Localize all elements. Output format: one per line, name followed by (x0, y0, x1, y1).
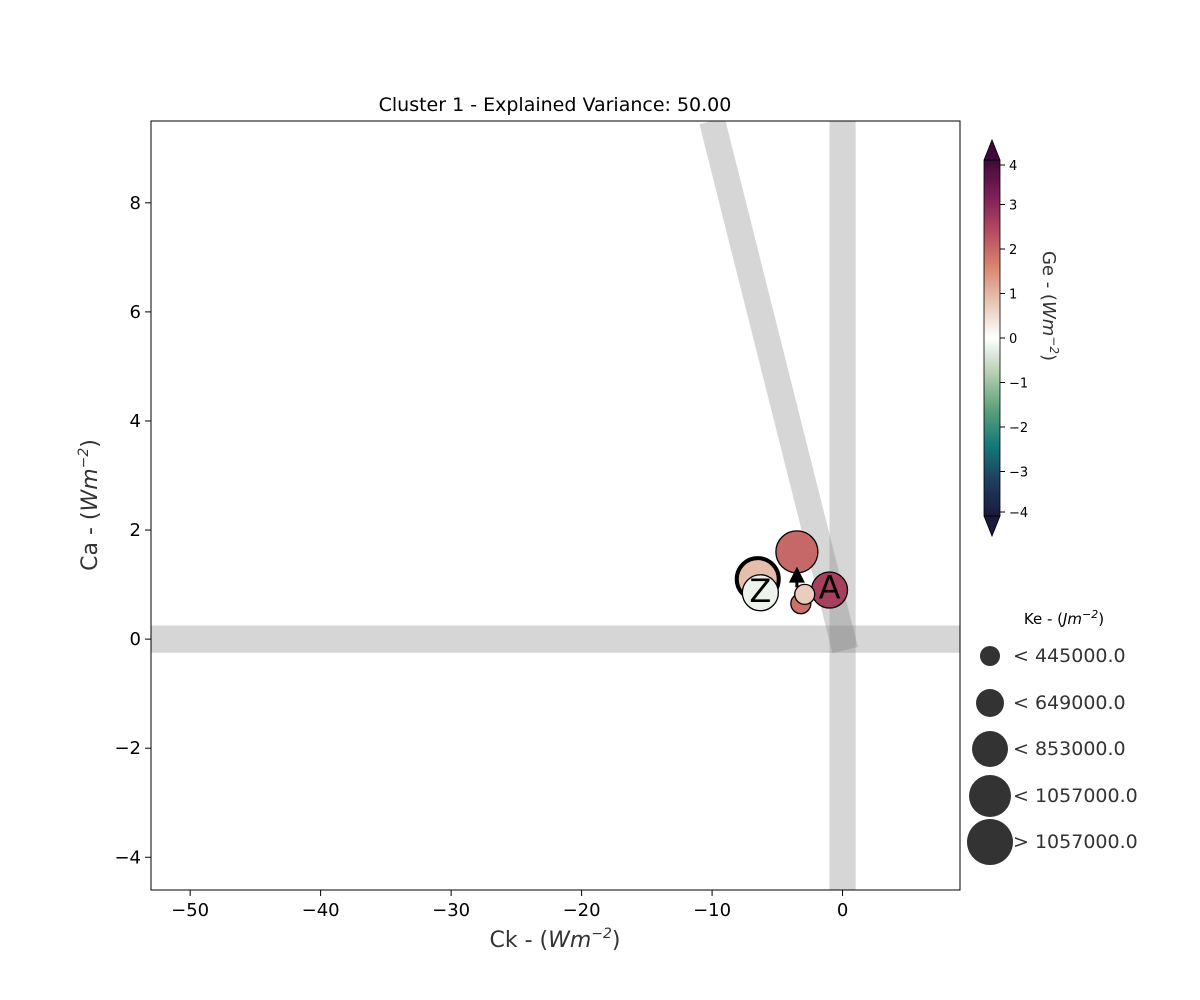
y-tick-label: 0 (130, 629, 141, 650)
y-axis-ticks: −4 −2 0 2 4 6 8 (114, 193, 151, 868)
size-legend-label: < 1057000.0 (1013, 785, 1138, 807)
scatter-point (775, 530, 819, 574)
x-axis-label: Ck - (Wm−2) (489, 926, 620, 953)
colorbar-tick-label: −1 (1009, 377, 1028, 392)
colorbar: 4 3 2 1 0 −1 −2 −3 −4 (983, 138, 1028, 538)
x-tick-label: −20 (563, 900, 601, 921)
x-tick-label: −50 (171, 900, 209, 921)
colorbar-gradient (984, 160, 1000, 516)
colorbar-tick-label: −2 (1009, 421, 1028, 436)
colorbar-tick-label: 3 (1009, 199, 1017, 214)
plot-frame (150, 120, 961, 891)
y-tick-label: 4 (130, 411, 141, 432)
size-legend-label: < 853000.0 (1013, 738, 1126, 760)
size-legend-marker (972, 731, 1008, 767)
size-legend-marker (980, 646, 1000, 666)
y-tick-label: −4 (114, 847, 141, 868)
size-legend-marker (967, 819, 1013, 865)
colorbar-tick-label: −4 (1009, 506, 1028, 521)
colorbar-tick-label: 0 (1009, 332, 1017, 347)
size-legend-label: > 1057000.0 (1013, 831, 1138, 853)
end-marker-label: A (819, 568, 841, 606)
y-axis-label: Ca - (Wm−2) (76, 439, 103, 571)
size-legend-marker (969, 775, 1011, 817)
horizontal-zero-band (151, 625, 960, 653)
y-tick-label: 8 (130, 193, 141, 214)
scatter-point (794, 583, 816, 606)
scatter-point (741, 574, 780, 612)
y-tick-label: −2 (114, 738, 141, 759)
y-tick-label: 6 (130, 302, 141, 323)
colorbar-extend-bottom (983, 515, 1001, 538)
vertical-zero-band (829, 121, 856, 890)
y-tick-label: 2 (130, 520, 141, 541)
colorbar-tick-label: −3 (1009, 466, 1028, 481)
x-axis-ticks: −50 −40 −30 −20 −10 0 (171, 890, 848, 921)
diagonal-band (699, 121, 858, 654)
colorbar-tick-label: 4 (1009, 159, 1017, 174)
reference-bands (151, 121, 960, 890)
colorbar-label: Ge - (Wm−2) (1038, 251, 1061, 361)
size-legend-label: < 649000.0 (1013, 692, 1126, 714)
size-legend: Ke - (Jm−2) < 445000.0 < 649000.0 < 853000.… (967, 608, 1138, 865)
x-tick-label: 0 (837, 900, 848, 921)
x-tick-label: −10 (693, 900, 731, 921)
chart-title: Cluster 1 - Explained Variance: 50.00 (379, 94, 732, 116)
x-tick-label: −40 (302, 900, 340, 921)
size-legend-title: Ke - (Jm−2) (1024, 608, 1104, 628)
colorbar-tick-label: 2 (1009, 243, 1017, 258)
start-marker-label: Z (749, 572, 771, 610)
size-legend-marker (976, 689, 1004, 717)
trajectory-arrow (788, 566, 805, 583)
size-legend-label: < 445000.0 (1013, 645, 1126, 667)
colorbar-tick-label: 1 (1009, 288, 1017, 303)
colorbar-extend-top (983, 138, 1001, 161)
x-tick-label: −30 (432, 900, 470, 921)
